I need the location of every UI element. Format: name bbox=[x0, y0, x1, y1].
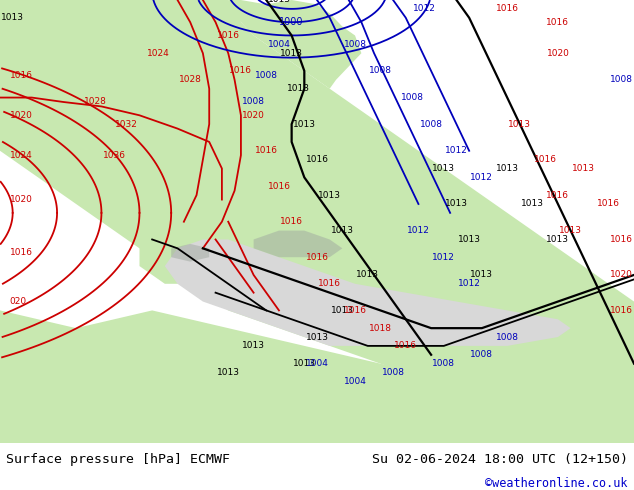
Text: 1008: 1008 bbox=[470, 350, 493, 359]
Text: 1020: 1020 bbox=[242, 111, 265, 120]
Text: 1016: 1016 bbox=[230, 67, 252, 75]
Text: 1016: 1016 bbox=[547, 191, 569, 199]
Text: 1008: 1008 bbox=[382, 368, 404, 377]
Text: 1004: 1004 bbox=[268, 40, 290, 49]
Text: 1012: 1012 bbox=[413, 4, 436, 13]
Polygon shape bbox=[0, 0, 634, 443]
Text: 1013: 1013 bbox=[356, 270, 379, 279]
Text: 1012: 1012 bbox=[407, 226, 430, 235]
Text: 1032: 1032 bbox=[115, 120, 138, 129]
Text: 1028: 1028 bbox=[84, 98, 107, 106]
Text: 1016: 1016 bbox=[255, 147, 278, 155]
Text: 1008: 1008 bbox=[255, 71, 278, 80]
Text: 1013: 1013 bbox=[242, 342, 265, 350]
Text: 1012: 1012 bbox=[458, 279, 481, 288]
Text: 1004: 1004 bbox=[344, 377, 366, 386]
Polygon shape bbox=[254, 231, 342, 257]
Text: 1008: 1008 bbox=[496, 333, 519, 342]
Text: 1008: 1008 bbox=[344, 40, 366, 49]
Text: 1013: 1013 bbox=[293, 359, 316, 368]
Text: 1008: 1008 bbox=[420, 120, 443, 129]
Text: 1013: 1013 bbox=[318, 191, 341, 199]
Text: 1013: 1013 bbox=[521, 199, 544, 208]
Text: 1028: 1028 bbox=[179, 75, 202, 84]
Text: 1013: 1013 bbox=[547, 235, 569, 244]
Text: 1016: 1016 bbox=[534, 155, 557, 164]
Text: 1016: 1016 bbox=[10, 71, 32, 80]
Text: 1013: 1013 bbox=[1, 13, 24, 22]
Text: 1013: 1013 bbox=[496, 164, 519, 173]
Text: 1013: 1013 bbox=[432, 164, 455, 173]
Text: 1013: 1013 bbox=[306, 333, 328, 342]
Text: 1013: 1013 bbox=[287, 84, 309, 93]
Text: 1008: 1008 bbox=[432, 359, 455, 368]
Text: 1016: 1016 bbox=[10, 248, 32, 257]
Text: 1000: 1000 bbox=[280, 17, 304, 27]
Text: 1016: 1016 bbox=[280, 217, 303, 226]
Text: 1016: 1016 bbox=[306, 253, 328, 262]
Text: 1008: 1008 bbox=[401, 93, 424, 102]
Text: 1013: 1013 bbox=[331, 306, 354, 315]
Text: 1020: 1020 bbox=[10, 111, 32, 120]
Text: 1016: 1016 bbox=[597, 199, 620, 208]
Text: 1013: 1013 bbox=[268, 0, 290, 4]
Text: 1013: 1013 bbox=[445, 199, 468, 208]
Text: 1013: 1013 bbox=[458, 235, 481, 244]
Text: 1012: 1012 bbox=[470, 173, 493, 182]
Text: 1016: 1016 bbox=[547, 18, 569, 26]
Polygon shape bbox=[165, 240, 571, 346]
Text: 1016: 1016 bbox=[217, 31, 240, 40]
Text: 1016: 1016 bbox=[318, 279, 341, 288]
Text: 1036: 1036 bbox=[103, 151, 126, 160]
Text: 1012: 1012 bbox=[445, 147, 468, 155]
Text: Su 02-06-2024 18:00 UTC (12+150): Su 02-06-2024 18:00 UTC (12+150) bbox=[372, 453, 628, 466]
Text: 1020: 1020 bbox=[547, 49, 569, 58]
Text: 1008: 1008 bbox=[242, 98, 265, 106]
Text: 1013: 1013 bbox=[293, 120, 316, 129]
Text: 1004: 1004 bbox=[306, 359, 328, 368]
Polygon shape bbox=[139, 221, 216, 284]
Text: Surface pressure [hPa] ECMWF: Surface pressure [hPa] ECMWF bbox=[6, 453, 230, 466]
Polygon shape bbox=[228, 0, 361, 89]
Text: ©weatheronline.co.uk: ©weatheronline.co.uk bbox=[485, 476, 628, 490]
Text: 1016: 1016 bbox=[268, 182, 290, 191]
Text: 1013: 1013 bbox=[559, 226, 582, 235]
Text: 1020: 1020 bbox=[10, 195, 32, 204]
Text: 1013: 1013 bbox=[331, 226, 354, 235]
Text: 1020: 1020 bbox=[610, 270, 633, 279]
Text: 1013: 1013 bbox=[572, 164, 595, 173]
Text: 1024: 1024 bbox=[10, 151, 32, 160]
Text: 1016: 1016 bbox=[610, 306, 633, 315]
Text: 1013: 1013 bbox=[217, 368, 240, 377]
Text: 1013: 1013 bbox=[508, 120, 531, 129]
Text: 1016: 1016 bbox=[496, 4, 519, 13]
Text: 1008: 1008 bbox=[369, 67, 392, 75]
Text: 1016: 1016 bbox=[344, 306, 366, 315]
Polygon shape bbox=[0, 311, 634, 443]
Text: 1016: 1016 bbox=[610, 235, 633, 244]
Polygon shape bbox=[171, 244, 209, 262]
Text: 1008: 1008 bbox=[610, 75, 633, 84]
Text: 1018: 1018 bbox=[369, 324, 392, 333]
Text: 1016: 1016 bbox=[394, 342, 417, 350]
Polygon shape bbox=[139, 128, 165, 151]
Text: 1012: 1012 bbox=[432, 253, 455, 262]
Text: 1016: 1016 bbox=[306, 155, 328, 164]
Text: 020: 020 bbox=[10, 297, 27, 306]
Text: 1024: 1024 bbox=[147, 49, 170, 58]
Text: 1013: 1013 bbox=[280, 49, 303, 58]
Polygon shape bbox=[158, 115, 209, 160]
Text: 1013: 1013 bbox=[470, 270, 493, 279]
